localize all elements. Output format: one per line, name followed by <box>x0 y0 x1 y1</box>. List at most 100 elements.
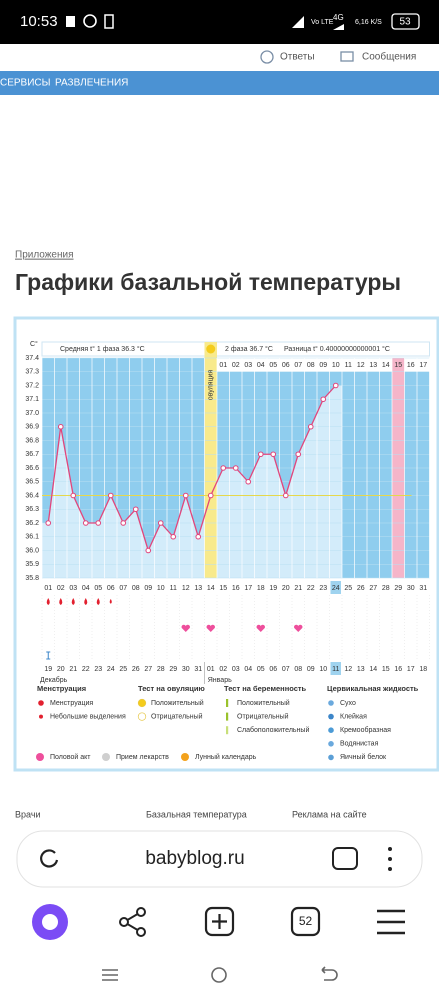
month-label: Январь <box>208 677 232 684</box>
speed: 6,16 K/S <box>355 19 382 26</box>
x-tick-label: 25 <box>344 585 352 592</box>
menstruation-icon <box>71 598 75 605</box>
legend-item: Сухо <box>340 700 356 707</box>
phase2-day: 01 <box>219 362 227 369</box>
comments-icon[interactable] <box>332 847 358 870</box>
nav-bar <box>0 71 439 95</box>
date-label: 29 <box>169 666 177 673</box>
date-label: 30 <box>182 666 190 673</box>
address-bar[interactable] <box>16 830 423 888</box>
phase2-day: 11 <box>345 362 352 369</box>
url[interactable]: babyblog.ru <box>145 848 244 869</box>
cervical-icon <box>46 651 51 660</box>
date-label: 17 <box>407 666 415 673</box>
x-tick-label: 30 <box>407 585 415 592</box>
legend-icon <box>36 753 44 761</box>
date-label: 13 <box>357 666 365 673</box>
menstruation-icon <box>84 598 88 605</box>
temperature-point <box>307 423 314 430</box>
date-label: 11 <box>332 666 339 673</box>
x-tick-label: 17 <box>244 585 252 592</box>
temperature-point <box>57 423 64 430</box>
date-label: 05 <box>257 666 265 673</box>
temperature-point <box>220 465 227 471</box>
date-label: 02 <box>219 666 227 673</box>
temperature-point <box>70 492 77 499</box>
network: Vo LTE <box>311 19 334 26</box>
date-label: 08 <box>294 666 302 673</box>
phase2-day: 12 <box>357 362 365 369</box>
legend-item: Лунный календарь <box>195 753 257 761</box>
y-tick-label: 37.4 <box>25 355 39 362</box>
battery-level: 53 <box>399 17 411 28</box>
temperature-point <box>207 492 214 499</box>
phase2-day: 13 <box>369 362 377 369</box>
messages-link[interactable]: Сообщения <box>362 51 416 63</box>
tabs-button[interactable] <box>290 906 321 937</box>
date-label: 07 <box>282 666 290 673</box>
legend-item: Менструация <box>50 700 93 707</box>
x-tick-label: 23 <box>319 585 327 592</box>
date-label: 04 <box>244 666 252 673</box>
status-icon <box>66 16 75 27</box>
x-tick-label: 11 <box>170 585 177 592</box>
legend-item: Слабоположительный <box>237 726 309 734</box>
x-tick-label: 12 <box>182 585 190 592</box>
legend-icon <box>38 700 44 706</box>
footer-link[interactable]: Базальная температура <box>146 809 247 819</box>
month-label: Декабрь <box>40 676 68 684</box>
phase2-day: 14 <box>382 362 390 369</box>
time: 10:53 <box>20 13 58 30</box>
x-tick-label: 21 <box>294 585 302 592</box>
date-label: 23 <box>94 666 102 673</box>
breadcrumb[interactable]: Приложения <box>15 250 74 261</box>
date-label: 19 <box>44 666 52 673</box>
legend-icon <box>328 754 334 761</box>
signal: 4G <box>333 13 344 22</box>
x-tick-label: 05 <box>94 585 102 592</box>
legend-item: Водянистая <box>340 741 379 748</box>
y-tick-label: 36.8 <box>25 437 39 444</box>
temperature-point <box>282 492 289 499</box>
phase2-day: 15 <box>394 362 402 369</box>
status-icon <box>104 14 114 29</box>
back-button[interactable] <box>321 966 338 981</box>
y-tick-label: 36.2 <box>25 520 39 527</box>
temperature-point <box>45 520 52 526</box>
phase2-day: 03 <box>244 362 252 369</box>
nav-link[interactable]: СЕРВИСЫ <box>0 78 51 89</box>
status-icon <box>83 14 97 28</box>
phase2-day: 05 <box>269 362 277 369</box>
x-tick-label: 28 <box>382 585 390 592</box>
date-label: 31 <box>194 666 202 673</box>
legend-item: Небольшие выделения <box>50 712 126 720</box>
date-label: 14 <box>369 666 377 673</box>
footer-link[interactable]: Реклама на сайте <box>292 809 367 819</box>
nav-link[interactable]: РАЗВЛЕЧЕНИЯ <box>55 78 128 89</box>
new-tab-button[interactable] <box>204 906 235 937</box>
x-tick-label: 03 <box>69 585 77 592</box>
date-label: 22 <box>82 666 90 673</box>
x-tick-label: 16 <box>232 585 240 592</box>
y-tick-label: 35.8 <box>25 575 39 582</box>
legend-title: Цервикальная жидкость <box>327 684 419 693</box>
legend-item: Отрицательный <box>151 712 203 720</box>
x-tick-label: 13 <box>194 585 202 592</box>
phase1-label: Средняя t° 1 фаза 36.3 °C <box>60 345 145 353</box>
x-tick-label: 29 <box>394 585 402 592</box>
footer-link[interactable]: Врачи <box>15 809 41 819</box>
y-tick-label: 37.0 <box>25 410 39 417</box>
ovulation-dot <box>206 344 216 354</box>
date-label: 20 <box>57 666 65 673</box>
y-tick-label: 36.1 <box>25 534 39 541</box>
answers-link[interactable]: Ответы <box>280 52 315 63</box>
menu-button[interactable] <box>377 909 405 935</box>
y-tick-label: 37.3 <box>25 369 39 376</box>
date-label: 24 <box>107 666 115 673</box>
temperature-point <box>270 451 277 458</box>
recent-apps[interactable] <box>102 969 118 981</box>
temperature-point <box>107 492 114 499</box>
reload-icon[interactable] <box>40 849 59 868</box>
home-button[interactable] <box>211 967 227 983</box>
